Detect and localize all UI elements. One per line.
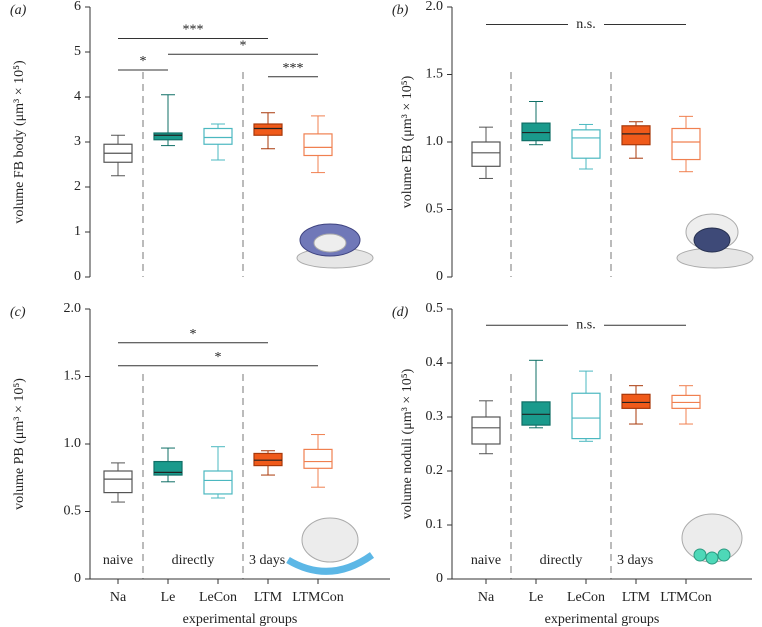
- y-tick-label: 0.4: [426, 355, 444, 370]
- x-tick-label: LTM: [622, 590, 651, 605]
- y-tick-label: 0: [436, 571, 443, 586]
- group-label: naive: [471, 553, 501, 568]
- box: [621, 393, 651, 409]
- brain-inset-c: [286, 517, 375, 575]
- y-tick-label: 0: [436, 269, 443, 284]
- y-tick-label: 1.0: [426, 134, 444, 149]
- x-axis-label: experimental groups: [183, 612, 298, 627]
- y-tick-label: 3: [74, 134, 81, 149]
- y-tick-label: 0: [74, 571, 81, 586]
- panel-label: (c): [10, 305, 26, 320]
- box: [203, 470, 233, 495]
- y-tick-label: 0: [74, 269, 81, 284]
- significance-label: *: [190, 327, 197, 342]
- box: [103, 470, 133, 494]
- x-tick-label: LeCon: [199, 590, 237, 605]
- y-tick-label: 0.3: [426, 409, 444, 424]
- box: [153, 460, 183, 476]
- box: [521, 122, 551, 142]
- box: [471, 141, 501, 167]
- y-tick-label: 0.5: [64, 504, 82, 519]
- x-tick-label: LTM: [254, 590, 283, 605]
- y-tick-label: 0.5: [426, 301, 444, 316]
- y-axis-label: volume EB (μm³ × 10⁵): [400, 75, 415, 208]
- x-tick-label: LTMCon: [660, 590, 712, 605]
- x-tick-label: LeCon: [567, 590, 605, 605]
- box: [253, 452, 283, 467]
- significance-label: *: [240, 38, 247, 53]
- box: [521, 401, 551, 426]
- group-label: directly: [172, 553, 215, 568]
- significance-label: ***: [283, 61, 304, 76]
- significance-label: n.s.: [576, 17, 595, 32]
- y-tick-label: 1.5: [64, 369, 82, 384]
- group-label: 3 days: [249, 553, 285, 568]
- box: [303, 448, 333, 469]
- x-tick-label: Le: [161, 590, 176, 605]
- brain-inset-a: [296, 223, 374, 269]
- brain-inset-d: [681, 513, 743, 565]
- box: [571, 392, 601, 440]
- box: [303, 133, 333, 157]
- x-tick-label: Le: [529, 590, 544, 605]
- panel-label: (a): [10, 3, 27, 18]
- y-tick-label: 2.0: [64, 301, 82, 316]
- box: [153, 132, 183, 141]
- significance-label: *: [215, 350, 222, 365]
- y-tick-label: 5: [74, 44, 81, 59]
- y-tick-label: 1.5: [426, 67, 444, 82]
- significance-label: *: [140, 54, 147, 69]
- y-tick-label: 1.0: [64, 436, 82, 451]
- group-label: directly: [540, 553, 583, 568]
- box: [571, 129, 601, 159]
- x-tick-label: Na: [478, 590, 495, 605]
- x-axis-label: experimental groups: [545, 612, 660, 627]
- y-tick-label: 2: [74, 179, 81, 194]
- y-axis-label: volume FB body (μm³ × 10⁵): [12, 60, 27, 224]
- brain-inset-b: [676, 213, 754, 269]
- x-tick-label: Na: [110, 590, 127, 605]
- group-label: naive: [103, 553, 133, 568]
- box: [471, 416, 501, 445]
- significance-label: ***: [183, 23, 204, 38]
- box: [671, 127, 701, 161]
- y-tick-label: 1: [74, 224, 81, 239]
- y-tick-label: 0.1: [426, 517, 444, 532]
- box: [253, 123, 283, 136]
- y-tick-label: 6: [74, 0, 81, 14]
- panel-label: (d): [392, 305, 409, 320]
- y-axis-label: volume noduli (μm³ × 10⁵): [400, 368, 415, 519]
- significance-label: n.s.: [576, 317, 595, 332]
- y-tick-label: 0.5: [426, 202, 444, 217]
- y-tick-label: 4: [74, 89, 81, 104]
- box: [621, 125, 651, 146]
- x-tick-label: LTMCon: [292, 590, 344, 605]
- y-tick-label: 0.2: [426, 463, 444, 478]
- panel-label: (b): [392, 3, 409, 18]
- group-label: 3 days: [617, 553, 653, 568]
- box: [203, 127, 233, 145]
- y-tick-label: 2.0: [426, 0, 444, 14]
- y-axis-label: volume PB (μm³ × 10⁵): [12, 378, 27, 510]
